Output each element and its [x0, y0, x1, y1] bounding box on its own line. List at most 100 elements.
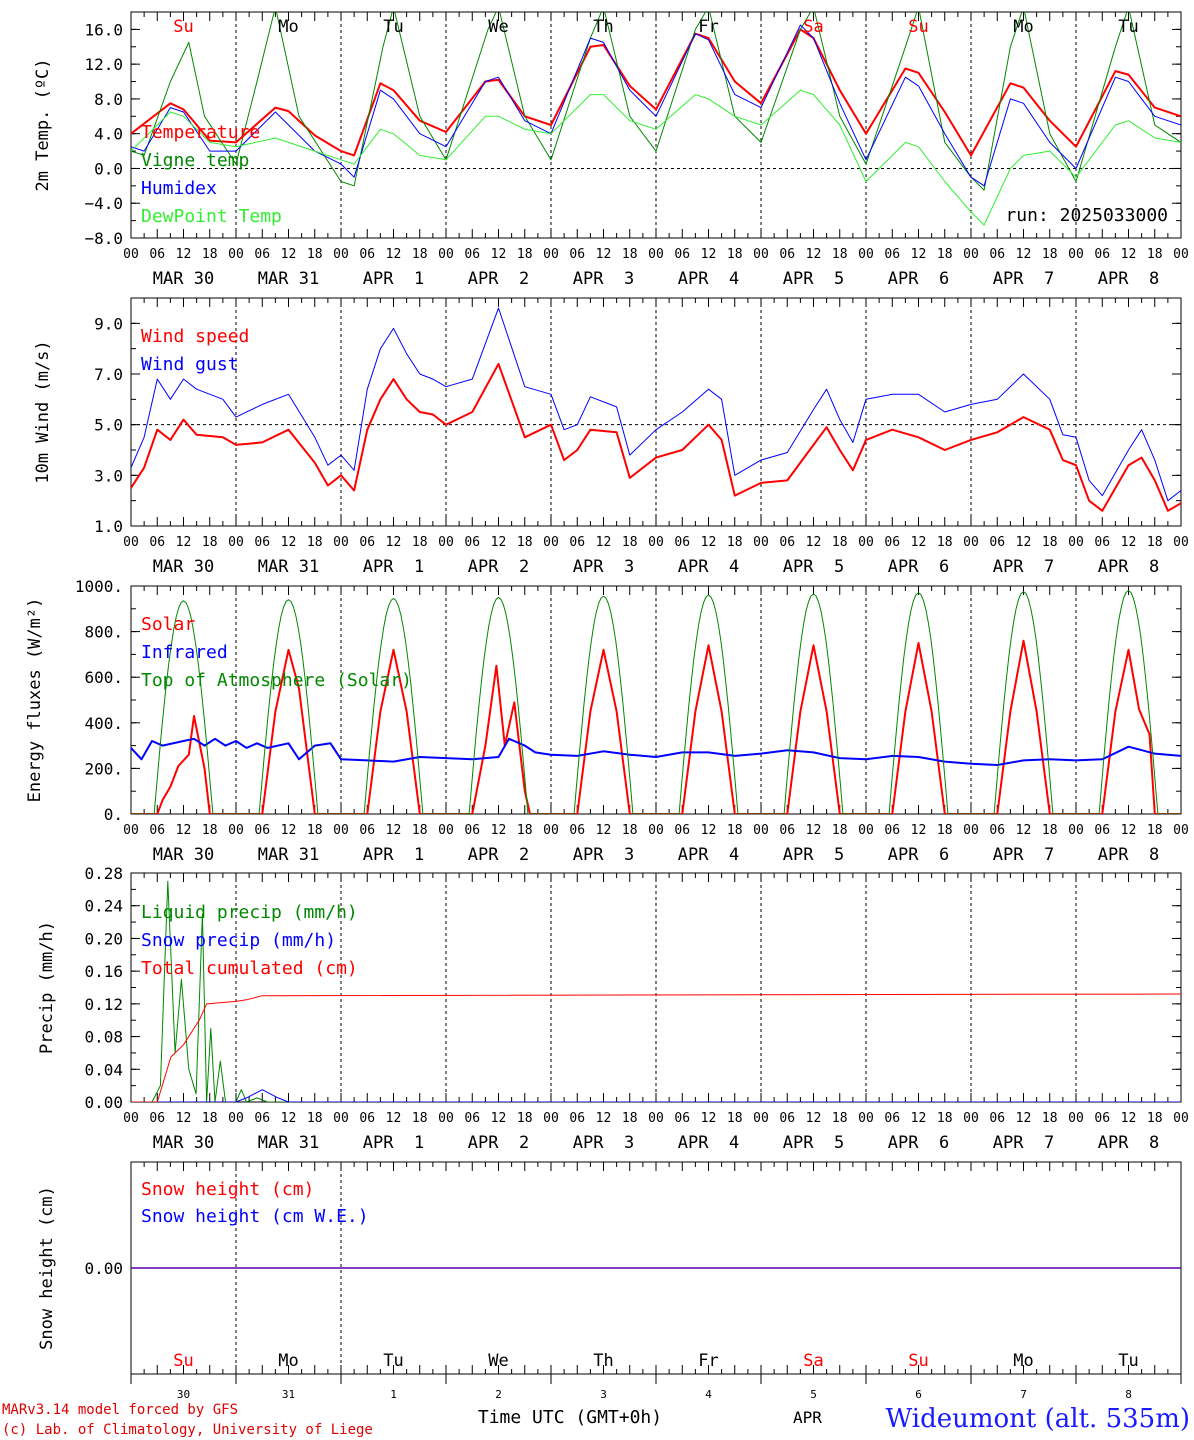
hour-label: 18: [202, 1111, 218, 1126]
hour-label: 06: [884, 247, 900, 262]
hour-label: 00: [123, 1111, 139, 1126]
date-label: APR 7: [993, 845, 1054, 865]
day-number: 2: [495, 1388, 502, 1401]
hour-label: 18: [1042, 247, 1058, 262]
day-of-week: Tu: [383, 1351, 403, 1371]
hour-label: 12: [281, 247, 297, 262]
hour-label: 00: [858, 823, 874, 838]
hour-label: 06: [884, 535, 900, 550]
day-number: 8: [1125, 1388, 1132, 1401]
day-of-week: Su: [908, 1351, 928, 1371]
hour-label: 12: [176, 535, 192, 550]
day-number: 6: [915, 1388, 922, 1401]
hour-label: 06: [149, 535, 165, 550]
hour-label: 00: [753, 1111, 769, 1126]
hour-label: 12: [911, 247, 927, 262]
hour-label: 18: [1147, 535, 1163, 550]
hour-label: 06: [674, 535, 690, 550]
hour-label: 06: [359, 1111, 375, 1126]
precip-panel: 0.00 0.04 0.08 0.12 0.16 0.20 0.24 0.28 Precip (…: [37, 864, 1189, 1153]
date-label: MAR 31: [258, 1133, 319, 1153]
date-label: APR 3: [573, 269, 634, 289]
series-dewpoint-temp: [131, 89, 1181, 226]
hour-label: 06: [1094, 247, 1110, 262]
legend-entry: Snow height (cm W.E.): [141, 1206, 369, 1227]
date-label: APR 7: [993, 1133, 1054, 1153]
hour-label: 06: [989, 535, 1005, 550]
hour-label: 06: [1094, 823, 1110, 838]
date-label: APR 8: [1098, 1133, 1159, 1153]
hour-label: 12: [911, 535, 927, 550]
day-number: 31: [282, 1388, 295, 1401]
hour-label: 12: [491, 1111, 507, 1126]
legend-entry: Temperature: [141, 122, 260, 143]
date-label: APR 8: [1098, 269, 1159, 289]
y-tick-label: 0.08: [84, 1028, 123, 1047]
hour-label: 18: [307, 247, 323, 262]
hour-label: 18: [832, 1111, 848, 1126]
y-tick-label: 1.0: [94, 517, 123, 536]
hour-label: 18: [1147, 247, 1163, 262]
hour-label: 00: [1173, 823, 1189, 838]
series-solar: [131, 639, 1181, 814]
hour-label: 18: [517, 1111, 533, 1126]
series-humidex: [131, 24, 1181, 187]
hour-label: 06: [989, 247, 1005, 262]
date-label: APR 2: [468, 557, 529, 577]
date-label: APR 1: [363, 557, 424, 577]
hour-label: 06: [254, 535, 270, 550]
hour-label: 12: [1121, 1111, 1137, 1126]
day-of-week: Tu: [383, 17, 403, 37]
hour-label: 00: [648, 823, 664, 838]
hour-label: 06: [884, 823, 900, 838]
series-total-cumulated-cm-: [131, 993, 1181, 1102]
legend-entry: Humidex: [141, 178, 217, 199]
hour-label: 12: [701, 247, 717, 262]
date-label: APR 4: [678, 557, 739, 577]
hour-label: 06: [149, 247, 165, 262]
hour-label: 18: [937, 535, 953, 550]
day-of-week: Sa: [803, 17, 823, 37]
y-tick-label: 0.24: [84, 897, 123, 916]
legend-entry: Liquid precip (mm/h): [141, 902, 358, 923]
hour-label: 00: [1068, 823, 1084, 838]
hour-label: 00: [123, 535, 139, 550]
date-label: APR 6: [888, 269, 949, 289]
hour-label: 18: [307, 535, 323, 550]
hour-label: 06: [149, 1111, 165, 1126]
hour-label: 18: [727, 247, 743, 262]
y-tick-label: 200.: [84, 759, 123, 778]
hour-label: 00: [963, 535, 979, 550]
series-wind-speed: [131, 362, 1181, 512]
day-of-week: Mo: [278, 1351, 298, 1371]
hour-label: 00: [648, 247, 664, 262]
hour-label: 06: [1094, 535, 1110, 550]
hour-label: 18: [1042, 1111, 1058, 1126]
date-label: APR 5: [783, 557, 844, 577]
hour-label: 06: [779, 247, 795, 262]
date-label: APR 4: [678, 269, 739, 289]
day-of-week: Fr: [698, 17, 718, 37]
y-tick-label: 7.0: [94, 365, 123, 384]
hour-label: 12: [701, 535, 717, 550]
date-label: APR 4: [678, 845, 739, 865]
station-name: Wideumont (alt. 535m): [886, 1404, 1190, 1434]
hour-label: 00: [228, 1111, 244, 1126]
date-label: APR 8: [1098, 845, 1159, 865]
hour-label: 12: [596, 823, 612, 838]
hour-label: 00: [1068, 1111, 1084, 1126]
hour-label: 00: [543, 823, 559, 838]
y-tick-label: 0.28: [84, 864, 123, 883]
date-label: APR 4: [678, 1133, 739, 1153]
day-of-week: Mo: [1013, 17, 1033, 37]
hour-label: 00: [1173, 247, 1189, 262]
hour-label: 18: [517, 823, 533, 838]
legend-entry: Snow precip (mm/h): [141, 930, 336, 951]
energy-panel: 0. 200. 400. 600. 800. 1000. Energy fluxes (W/…: [25, 577, 1189, 865]
hour-label: 18: [937, 823, 953, 838]
y-tick-label: 0.: [104, 805, 123, 824]
hour-label: 00: [1173, 1111, 1189, 1126]
hour-label: 00: [438, 823, 454, 838]
day-number: 3: [600, 1388, 607, 1401]
hour-label: 00: [333, 535, 349, 550]
